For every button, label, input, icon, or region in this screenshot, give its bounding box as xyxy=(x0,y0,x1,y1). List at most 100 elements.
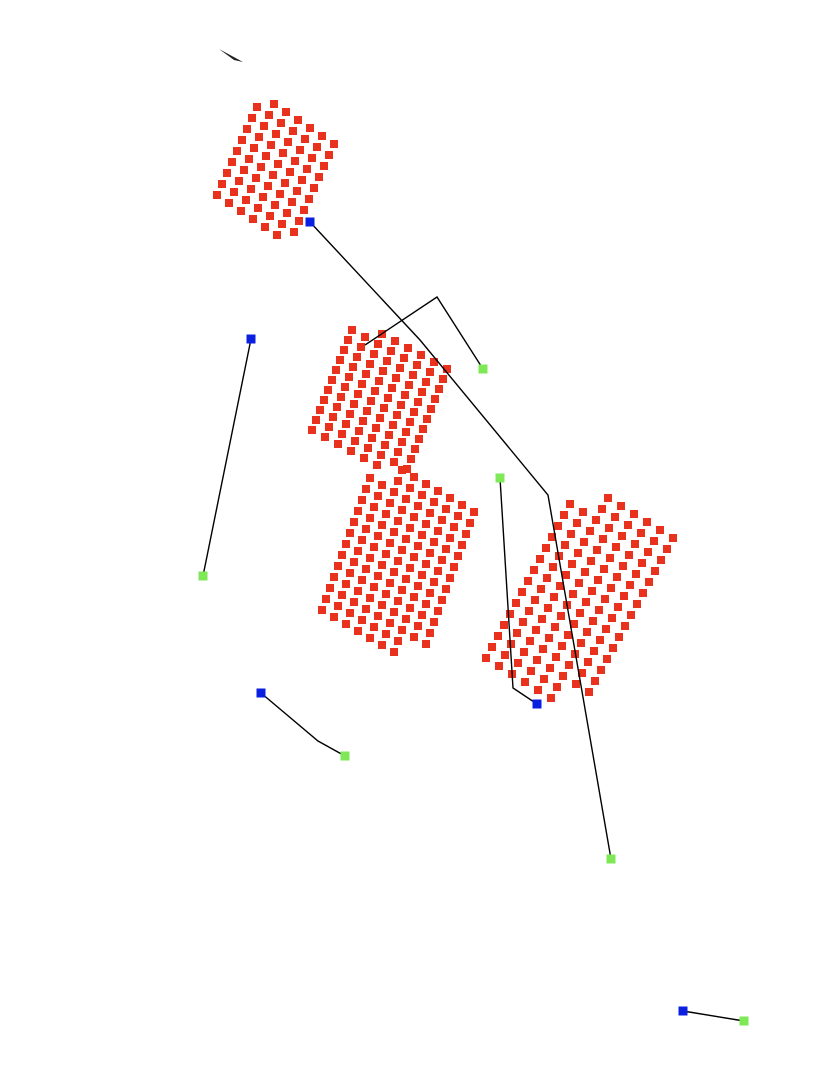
obstacle-cell xyxy=(545,634,553,642)
obstacle-cell xyxy=(253,103,261,111)
obstacle-cell xyxy=(250,144,258,152)
obstacle-cell xyxy=(289,127,297,135)
obstacle-cell xyxy=(442,545,450,553)
obstacle-cell xyxy=(283,209,291,217)
obstacle-cell xyxy=(500,621,508,629)
obstacle-cell xyxy=(442,505,450,513)
obstacle-cell xyxy=(385,431,393,439)
obstacle-cell xyxy=(435,385,443,393)
obstacle-cell xyxy=(430,538,438,546)
obstacle-cell xyxy=(402,615,410,623)
obstacle-cell xyxy=(400,354,408,362)
obstacle-cell xyxy=(454,512,462,520)
obstacle-cell xyxy=(402,428,410,436)
obstacle-cell xyxy=(333,403,341,411)
obstacle-cell xyxy=(554,522,562,530)
obstacle-cell xyxy=(348,326,356,334)
obstacle-cell xyxy=(414,622,422,630)
start-marker xyxy=(532,699,542,709)
obstacle-cell xyxy=(363,407,371,415)
obstacle-cell xyxy=(544,604,552,612)
obstacle-cell xyxy=(374,340,382,348)
obstacle-cell xyxy=(531,596,539,604)
obstacle-cell xyxy=(434,487,442,495)
obstacle-cell xyxy=(617,502,625,510)
obstacle-cell xyxy=(354,390,362,398)
obstacle-cell xyxy=(583,628,591,636)
obstacle-cell xyxy=(242,196,250,204)
obstacle-cell xyxy=(378,601,386,609)
obstacle-cell xyxy=(410,513,418,521)
start-marker xyxy=(305,217,315,227)
obstacle-cell xyxy=(584,658,592,666)
obstacle-cell xyxy=(632,570,640,578)
obstacle-cell xyxy=(382,630,390,638)
obstacle-cell xyxy=(394,557,402,565)
obstacle-cell xyxy=(266,212,274,220)
obstacle-cell xyxy=(354,587,362,595)
obstacle-cell xyxy=(240,166,248,174)
obstacle-cell xyxy=(543,574,551,582)
obstacle-cell xyxy=(626,581,634,589)
obstacle-cluster xyxy=(213,100,338,239)
obstacle-cell xyxy=(466,519,474,527)
obstacle-cell xyxy=(406,564,414,572)
obstacle-cell xyxy=(422,600,430,608)
obstacle-cell xyxy=(355,427,363,435)
obstacle-cell xyxy=(354,627,362,635)
obstacle-cell xyxy=(249,215,257,223)
obstacle-cell xyxy=(612,543,620,551)
obstacle-cell xyxy=(388,384,396,392)
obstacle-cell xyxy=(394,517,402,525)
obstacle-cell xyxy=(443,365,451,373)
obstacle-cell xyxy=(458,501,466,509)
obstacle-cell xyxy=(579,508,587,516)
obstacle-cell xyxy=(344,336,352,344)
obstacle-cell xyxy=(318,606,326,614)
obstacle-cell xyxy=(370,623,378,631)
obstacle-cell xyxy=(342,580,350,588)
obstacle-cell xyxy=(386,579,394,587)
obstacle-cell xyxy=(332,366,340,374)
obstacle-cell xyxy=(213,191,221,199)
obstacle-cell xyxy=(581,568,589,576)
goal-marker xyxy=(606,854,616,864)
obstacle-cell xyxy=(390,608,398,616)
obstacle-cell xyxy=(391,337,399,345)
obstacle-cell xyxy=(644,548,652,556)
obstacle-cell xyxy=(349,363,357,371)
obstacle-cell xyxy=(370,350,378,358)
obstacle-cell xyxy=(228,158,236,166)
obstacle-cell xyxy=(394,637,402,645)
obstacle-cell xyxy=(394,448,402,456)
obstacle-cell xyxy=(663,545,671,553)
obstacle-cell xyxy=(386,619,394,627)
endpoint-layer xyxy=(198,217,749,1026)
obstacle-cell xyxy=(233,147,241,155)
obstacle-cell xyxy=(589,617,597,625)
obstacle-cell xyxy=(318,132,326,140)
obstacle-cell xyxy=(398,626,406,634)
obstacle-cell xyxy=(513,629,521,637)
obstacle-cell xyxy=(406,418,414,426)
obstacle-cell xyxy=(264,182,272,190)
obstacle-cell xyxy=(557,612,565,620)
obstacle-cell xyxy=(350,400,358,408)
obstacle-cell xyxy=(281,179,289,187)
obstacle-cell xyxy=(410,408,418,416)
obstacle-cell xyxy=(366,474,374,482)
obstacle-cell xyxy=(269,171,277,179)
obstacle-cell xyxy=(346,569,354,577)
obstacle-cell xyxy=(410,593,418,601)
obstacle-cell xyxy=(322,595,330,603)
goal-marker xyxy=(739,1016,749,1026)
obstacle-cell xyxy=(346,529,354,537)
obstacle-cell xyxy=(324,386,332,394)
obstacle-cell xyxy=(401,391,409,399)
agent-path xyxy=(499,477,538,705)
obstacle-cell xyxy=(494,632,502,640)
obstacle-cell xyxy=(379,367,387,375)
obstacle-cell xyxy=(439,375,447,383)
